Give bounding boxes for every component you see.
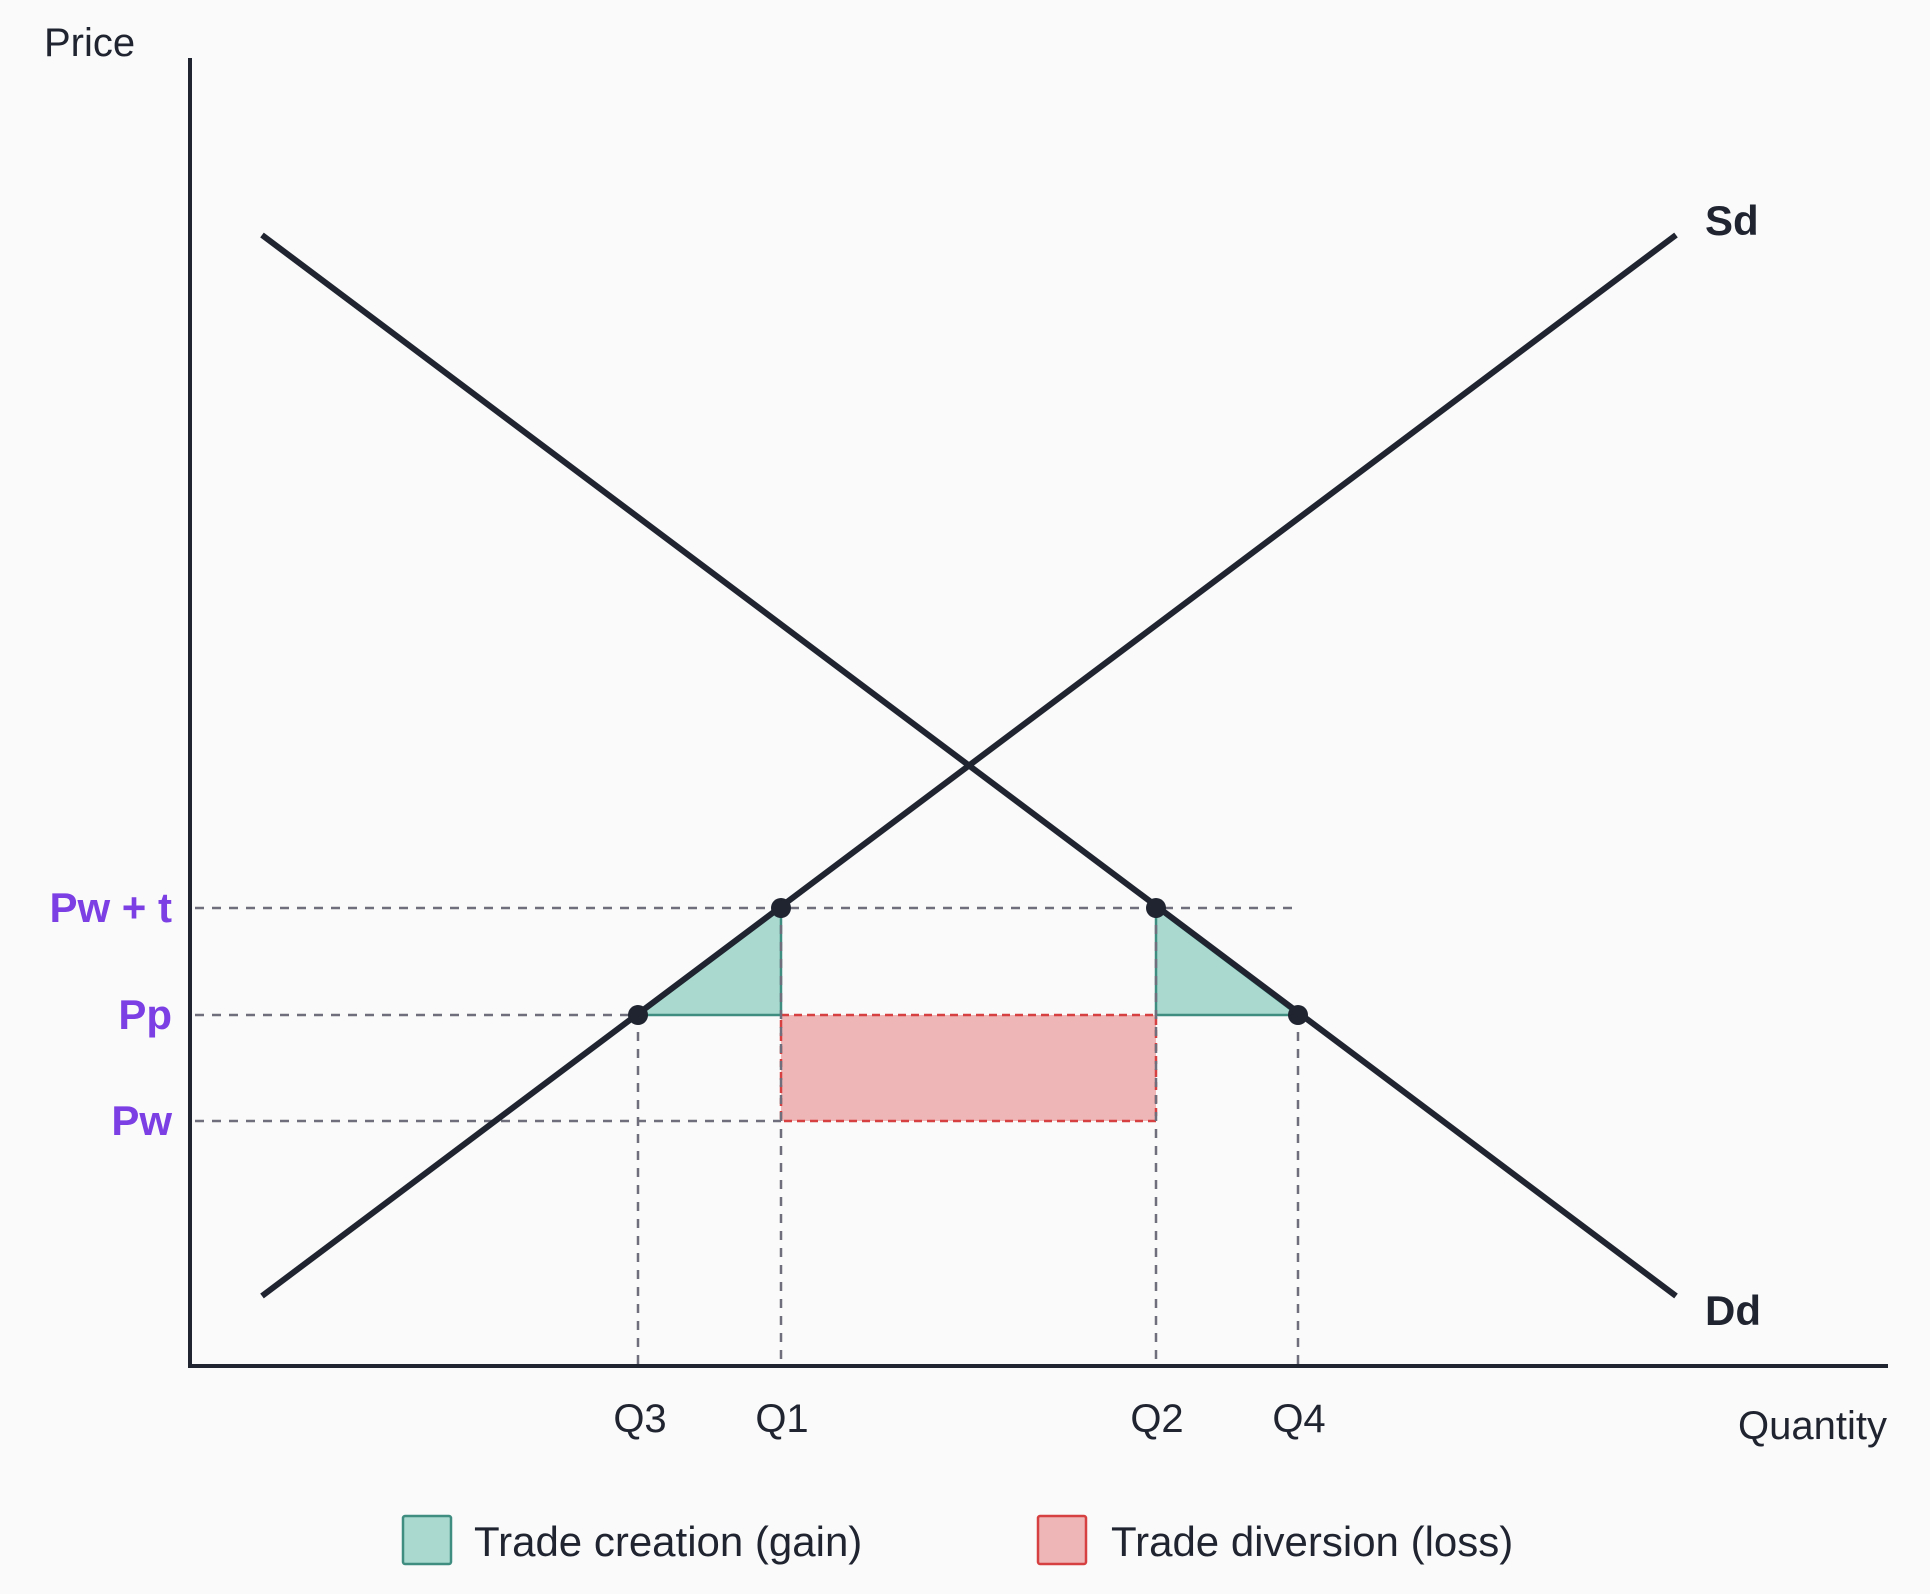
legend-loss-label: Trade diversion (loss) [1111, 1518, 1513, 1565]
legend-loss-swatch [1036, 1514, 1088, 1566]
legend-gain-label: Trade creation (gain) [474, 1518, 862, 1565]
supply-curve-label: Sd [1705, 197, 1759, 244]
qty-label-q3: Q3 [613, 1397, 666, 1441]
x-axis-title: Quantity [1738, 1404, 1887, 1448]
point-q4-pp [1288, 1005, 1308, 1025]
legend-gain-swatch [401, 1514, 453, 1566]
price-label-pw: Pw [111, 1097, 172, 1144]
qty-label-q2: Q2 [1130, 1397, 1183, 1441]
point-q1-pw-t [771, 898, 791, 918]
price-label-pw-t: Pw + t [49, 884, 172, 931]
qty-label-q1: Q1 [755, 1397, 808, 1441]
point-q2-pw-t [1146, 898, 1166, 918]
legend: Trade creation (gain) Trade diversion (l… [401, 1514, 1513, 1566]
demand-curve [260, 232, 1678, 1299]
y-axis-title: Price [44, 21, 135, 65]
demand-curve-label: Dd [1705, 1287, 1761, 1334]
point-q3-pp [628, 1005, 648, 1025]
price-label-pp: Pp [118, 991, 172, 1038]
qty-label-q4: Q4 [1272, 1397, 1325, 1441]
trade-diversion-area [779, 1013, 1158, 1123]
